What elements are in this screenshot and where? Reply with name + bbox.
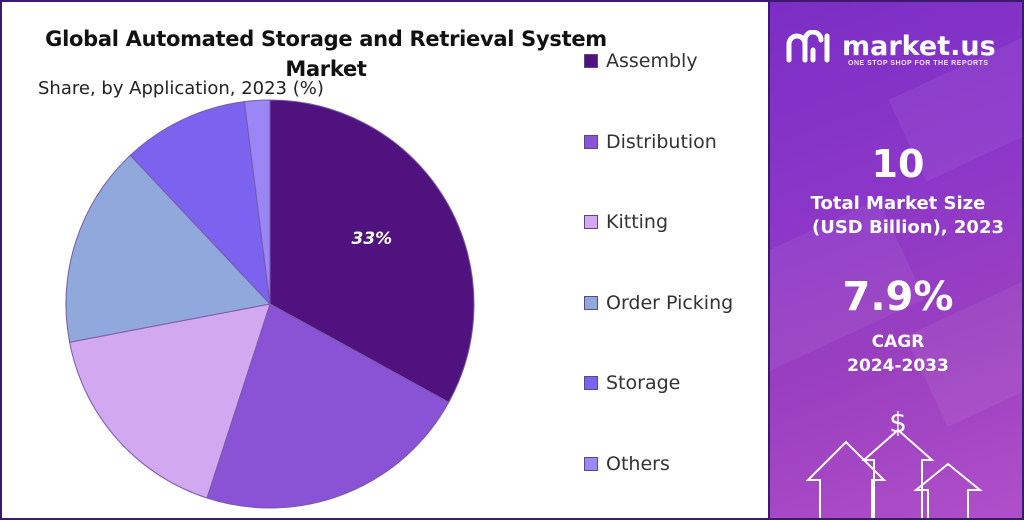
pie-slice-distribution	[206, 303, 450, 509]
pie-slice-assembly	[269, 99, 475, 403]
chart-title: Global Automated Storage and Retrieval S…	[45, 27, 607, 81]
legend-label: Others	[606, 452, 670, 475]
data-label-assembly: 33%	[351, 229, 392, 249]
legend-label: Kitting	[606, 211, 669, 233]
market-size-label: Total Market Size	[810, 193, 986, 214]
legend-swatch	[584, 54, 598, 68]
legend-label: Storage	[606, 372, 681, 394]
brand: market.us	[786, 30, 996, 64]
pie-chart: 33%	[65, 99, 475, 509]
brand-name: market.us	[842, 31, 996, 62]
pie-slice-order-picking	[65, 154, 271, 343]
legend-swatch	[584, 456, 598, 471]
cagr-value: 7.9%	[842, 274, 954, 320]
legend-item-assembly: Assembly	[584, 50, 698, 72]
growth-arrows-icon: $	[805, 406, 983, 518]
chart-panel: Global Automated Storage and Retrieval S…	[0, 0, 768, 520]
market-summary-panel: market.us ONE STOP SHOP FOR THE REPORTS …	[768, 0, 1024, 520]
legend-swatch	[584, 295, 598, 310]
legend-swatch	[584, 376, 598, 390]
pie-slice-storage	[129, 101, 271, 306]
dollar-icon: $	[889, 406, 907, 439]
pie-slice-kitting	[69, 303, 271, 499]
legend-item-kitting: Kitting	[584, 211, 668, 233]
market-size-value: 10	[871, 142, 925, 186]
chart-subtitle: Share, by Application, 2023 (%)	[38, 78, 324, 99]
legend-swatch	[584, 134, 598, 149]
market-size-label-unit: (USD Billion), 2023	[811, 217, 1005, 238]
pie-slice-others	[243, 99, 271, 305]
legend-item-storage: Storage	[584, 372, 680, 394]
market-us-logo-icon	[786, 30, 830, 63]
cagr-period: 2024-2033	[847, 356, 949, 376]
legend-item-order-picking: Order Picking	[584, 292, 733, 314]
legend-swatch	[584, 215, 598, 229]
brand-tagline: ONE STOP SHOP FOR THE REPORTS	[848, 60, 989, 67]
legend-label: Distribution	[606, 130, 717, 153]
cagr-label: CAGR	[871, 332, 925, 352]
legend-label: Assembly	[606, 50, 698, 72]
legend-item-others: Others	[584, 453, 670, 475]
legend-item-distribution: Distribution	[584, 131, 717, 153]
legend-label: Order Picking	[606, 291, 734, 314]
